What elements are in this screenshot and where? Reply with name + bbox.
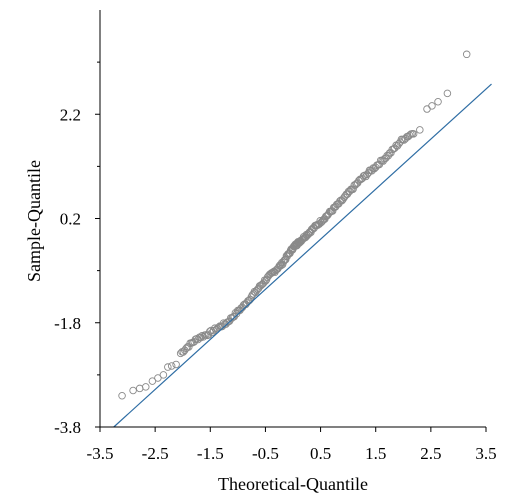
data-point <box>185 343 193 351</box>
axes: -3.5 -2.5 -1.5 -0.5 0.5 1.5 2.5 3.5 -3.8 -1.8 0.2… <box>54 10 497 463</box>
data-point <box>416 126 424 134</box>
data-point <box>154 374 162 382</box>
x-tick-label: -3.5 <box>87 444 114 463</box>
data-point <box>118 391 126 400</box>
reference-line <box>113 83 492 428</box>
data-point <box>172 360 180 369</box>
x-tick-label: 3.5 <box>475 444 496 463</box>
data-point <box>213 324 222 333</box>
data-point <box>135 384 144 393</box>
plot-area <box>113 50 492 428</box>
data-point <box>393 142 402 150</box>
x-tick-label: 0.5 <box>310 444 331 463</box>
x-axis-title: Theoretical-Quantile <box>218 474 368 494</box>
y-tick-label: -1.8 <box>54 314 81 333</box>
data-point <box>409 130 418 138</box>
data-points <box>118 50 471 400</box>
data-point <box>129 386 137 395</box>
data-point <box>434 97 442 106</box>
data-point <box>395 140 403 148</box>
x-ticks: -3.5 -2.5 -1.5 -0.5 0.5 1.5 2.5 3.5 <box>87 427 497 463</box>
x-tick-label: -1.5 <box>197 444 224 463</box>
x-tick-label: -0.5 <box>252 444 279 463</box>
data-point <box>387 149 395 157</box>
data-point <box>349 185 357 193</box>
x-tick-label: 2.5 <box>420 444 441 463</box>
data-point <box>208 328 217 337</box>
data-point <box>164 363 172 371</box>
data-point <box>167 362 176 370</box>
data-point <box>423 105 431 113</box>
data-point <box>142 383 150 391</box>
y-ticks: -3.8 -1.8 0.2 2.2 <box>54 61 100 437</box>
data-point <box>199 333 208 341</box>
data-point <box>443 89 452 98</box>
x-tick-label: 1.5 <box>365 444 386 463</box>
data-point <box>428 102 436 110</box>
data-point <box>218 322 227 331</box>
y-axis-title: Sample-Quantile <box>24 160 44 282</box>
data-point <box>204 331 213 339</box>
y-tick-label: 0.2 <box>60 210 81 229</box>
data-point <box>148 377 157 385</box>
data-point <box>159 371 168 379</box>
y-tick-label: -3.8 <box>54 418 81 437</box>
y-tick-label: 2.2 <box>60 105 81 124</box>
data-point <box>462 50 471 59</box>
data-point <box>228 314 236 322</box>
x-tick-label: -2.5 <box>142 444 169 463</box>
